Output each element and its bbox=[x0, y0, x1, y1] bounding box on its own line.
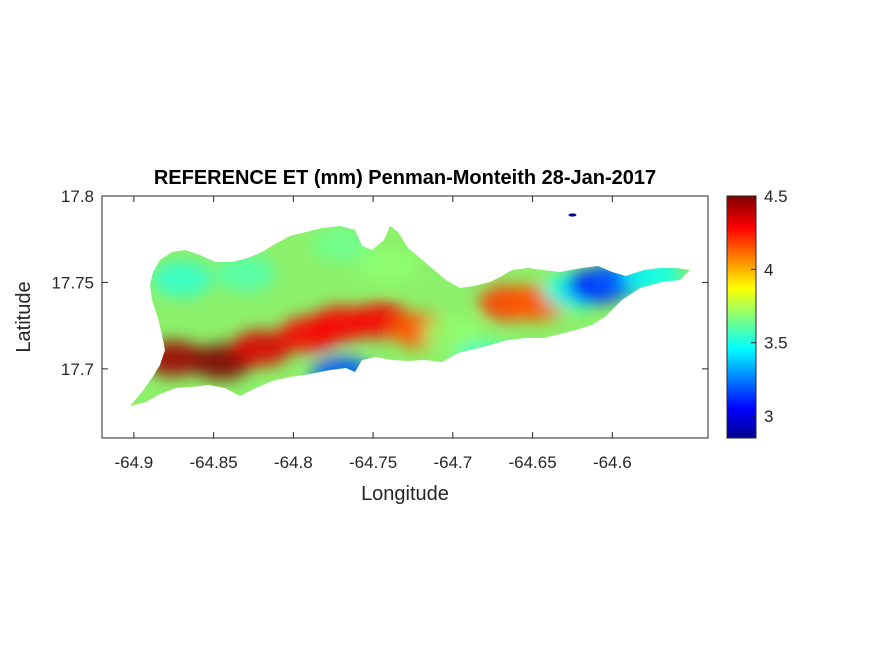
value-blob-12 bbox=[359, 247, 420, 284]
value-blob-13 bbox=[422, 316, 483, 353]
x-axis-label: Longitude bbox=[361, 483, 449, 505]
value-blob-2 bbox=[231, 330, 292, 367]
x-tick-label: -64.65 bbox=[508, 453, 556, 472]
value-blob-10 bbox=[215, 255, 276, 292]
islet-marker bbox=[568, 213, 577, 217]
x-tick-label: -64.8 bbox=[274, 453, 313, 472]
value-blob-9 bbox=[151, 260, 212, 297]
value-blob-11 bbox=[311, 226, 372, 263]
x-tick-label: -64.85 bbox=[190, 453, 238, 472]
colorbar-tick-label: 3 bbox=[764, 407, 773, 426]
colorbar: 3 3.5 4 4.5 bbox=[726, 187, 788, 439]
colorbar-tick-label: 3.5 bbox=[764, 334, 788, 353]
chart-title: REFERENCE ET (mm) Penman-Monteith 28-Jan… bbox=[154, 167, 656, 189]
colorbar-gradient bbox=[726, 195, 757, 439]
y-tick-label: 17.7 bbox=[61, 360, 94, 379]
colorbar-tick-label: 4 bbox=[764, 260, 773, 279]
x-tick-label: -64.9 bbox=[115, 453, 154, 472]
y-tick-label: 17.75 bbox=[51, 273, 94, 292]
x-tick-label: -64.6 bbox=[593, 453, 632, 472]
y-tick-label: 17.8 bbox=[61, 187, 94, 206]
colorbar-tick-label: 4.5 bbox=[764, 187, 788, 206]
y-axis-label: Latitude bbox=[13, 281, 35, 352]
x-tick-label: -64.75 bbox=[349, 453, 397, 472]
x-tick-label: -64.7 bbox=[433, 453, 472, 472]
